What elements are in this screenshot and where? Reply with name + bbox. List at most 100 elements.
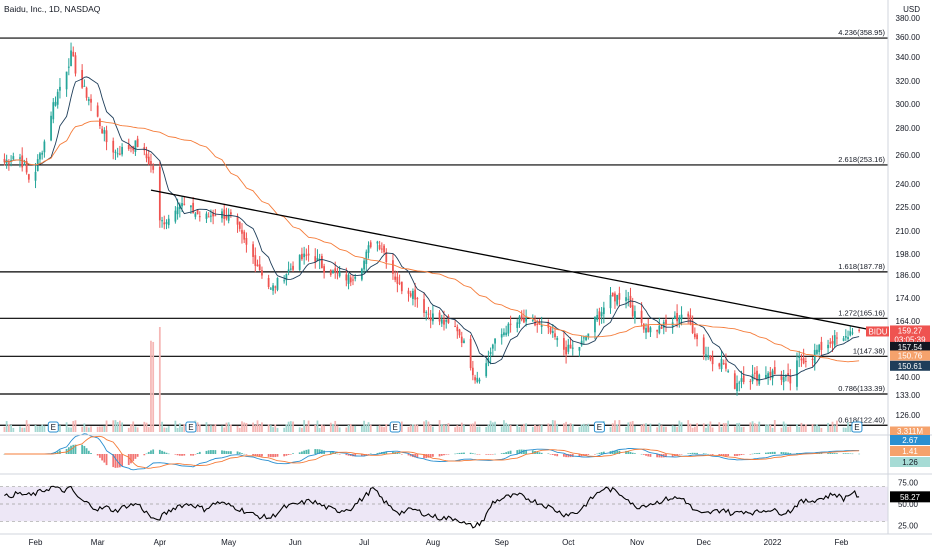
candle-body — [596, 315, 599, 321]
candle — [509, 315, 512, 333]
candle-body — [392, 260, 394, 274]
macd-histogram-bar — [671, 454, 674, 457]
candle — [303, 246, 306, 265]
candle — [587, 333, 590, 340]
volume-bar — [691, 427, 694, 432]
candle-body — [34, 171, 37, 181]
volume-bar — [383, 427, 385, 432]
candle — [736, 375, 738, 396]
macd-histogram-bar — [336, 453, 339, 455]
candle — [87, 96, 90, 106]
volume-bar — [12, 427, 15, 432]
volume-bar — [751, 421, 754, 432]
candle-body — [321, 256, 323, 269]
candle — [19, 153, 21, 168]
candle — [429, 309, 432, 329]
volume-bar — [407, 426, 410, 432]
candle — [163, 215, 166, 230]
macd-histogram-bar — [758, 452, 761, 454]
volume-bar — [787, 426, 789, 432]
candle-body — [640, 310, 643, 323]
macd-histogram-bar — [423, 454, 425, 459]
candle — [307, 245, 310, 262]
macd-histogram-bar — [305, 449, 308, 454]
candle — [398, 274, 401, 286]
price-tick-label: 126.00 — [896, 411, 921, 420]
candle — [414, 282, 417, 307]
volume-bar — [660, 425, 663, 432]
earnings-marker: E — [185, 421, 197, 433]
candle-body — [765, 374, 767, 379]
candle-body — [689, 315, 692, 325]
macd-hist-tag: 1.26 — [890, 457, 930, 467]
macd-histogram-bar — [538, 452, 541, 454]
volume-bar — [345, 427, 348, 432]
candle-body — [816, 349, 818, 354]
macd-histogram-bar — [478, 454, 481, 455]
candle-body — [165, 222, 168, 224]
candle-body — [181, 203, 183, 207]
volume-bar — [614, 420, 616, 432]
volume-bar — [534, 424, 536, 432]
candle-body — [523, 318, 525, 323]
candle-body — [136, 138, 139, 148]
macd-histogram-bar — [59, 450, 61, 454]
candle-body — [329, 269, 332, 275]
volume-bar — [152, 341, 155, 432]
sma-tag: 157.54 — [890, 341, 930, 352]
candle — [74, 52, 77, 77]
candle-body — [782, 376, 785, 383]
macd-histogram-bar — [114, 454, 117, 468]
candle — [693, 327, 696, 340]
candle-body — [478, 379, 481, 382]
volume-bar — [678, 420, 681, 432]
candle-body — [720, 359, 723, 370]
candle — [352, 274, 354, 286]
candle-body — [631, 305, 634, 317]
time-tick-label: Aug — [426, 538, 440, 547]
volume-bar — [305, 425, 308, 432]
macd-histogram-bar — [74, 444, 77, 454]
candle — [503, 328, 505, 337]
candle — [485, 358, 488, 378]
macd-histogram-bar — [118, 454, 121, 468]
volume-bar — [509, 425, 512, 432]
earnings-box — [185, 421, 197, 433]
fib-level-label: 1.272(165.16) — [838, 308, 885, 317]
candle-body — [396, 276, 399, 284]
candle — [800, 353, 803, 367]
macd-histogram-bar — [847, 453, 849, 454]
macd-histogram-bar — [458, 452, 461, 454]
candle — [547, 319, 550, 335]
candle-body — [600, 312, 603, 317]
volume-bar — [112, 420, 115, 432]
candle — [136, 135, 139, 148]
macd-histogram-bar — [196, 453, 199, 454]
candle-body — [252, 244, 254, 257]
candle-body — [691, 322, 694, 333]
macd-histogram-bar — [551, 454, 554, 455]
volume-bar — [531, 426, 534, 432]
candle — [416, 296, 419, 308]
macd-histogram-bar — [600, 452, 603, 454]
volume-bar — [525, 423, 528, 432]
candle-body — [178, 204, 181, 209]
candle-body — [143, 147, 146, 151]
volume-bar — [440, 424, 443, 432]
macd-histogram-bar — [256, 454, 259, 457]
macd-histogram-bar — [392, 451, 394, 454]
time-tick-label: Sep — [495, 538, 510, 547]
candle — [578, 346, 581, 357]
macd-histogram-bar — [127, 454, 130, 465]
volume-bar — [365, 424, 368, 432]
candle-body — [505, 332, 508, 335]
volume-bar — [618, 420, 621, 432]
candle — [500, 328, 503, 345]
candle — [689, 308, 692, 326]
macd-histogram-bar — [456, 453, 459, 454]
volume-bar — [349, 423, 352, 432]
macd-histogram-bar — [287, 454, 290, 455]
candle-body — [27, 174, 30, 180]
